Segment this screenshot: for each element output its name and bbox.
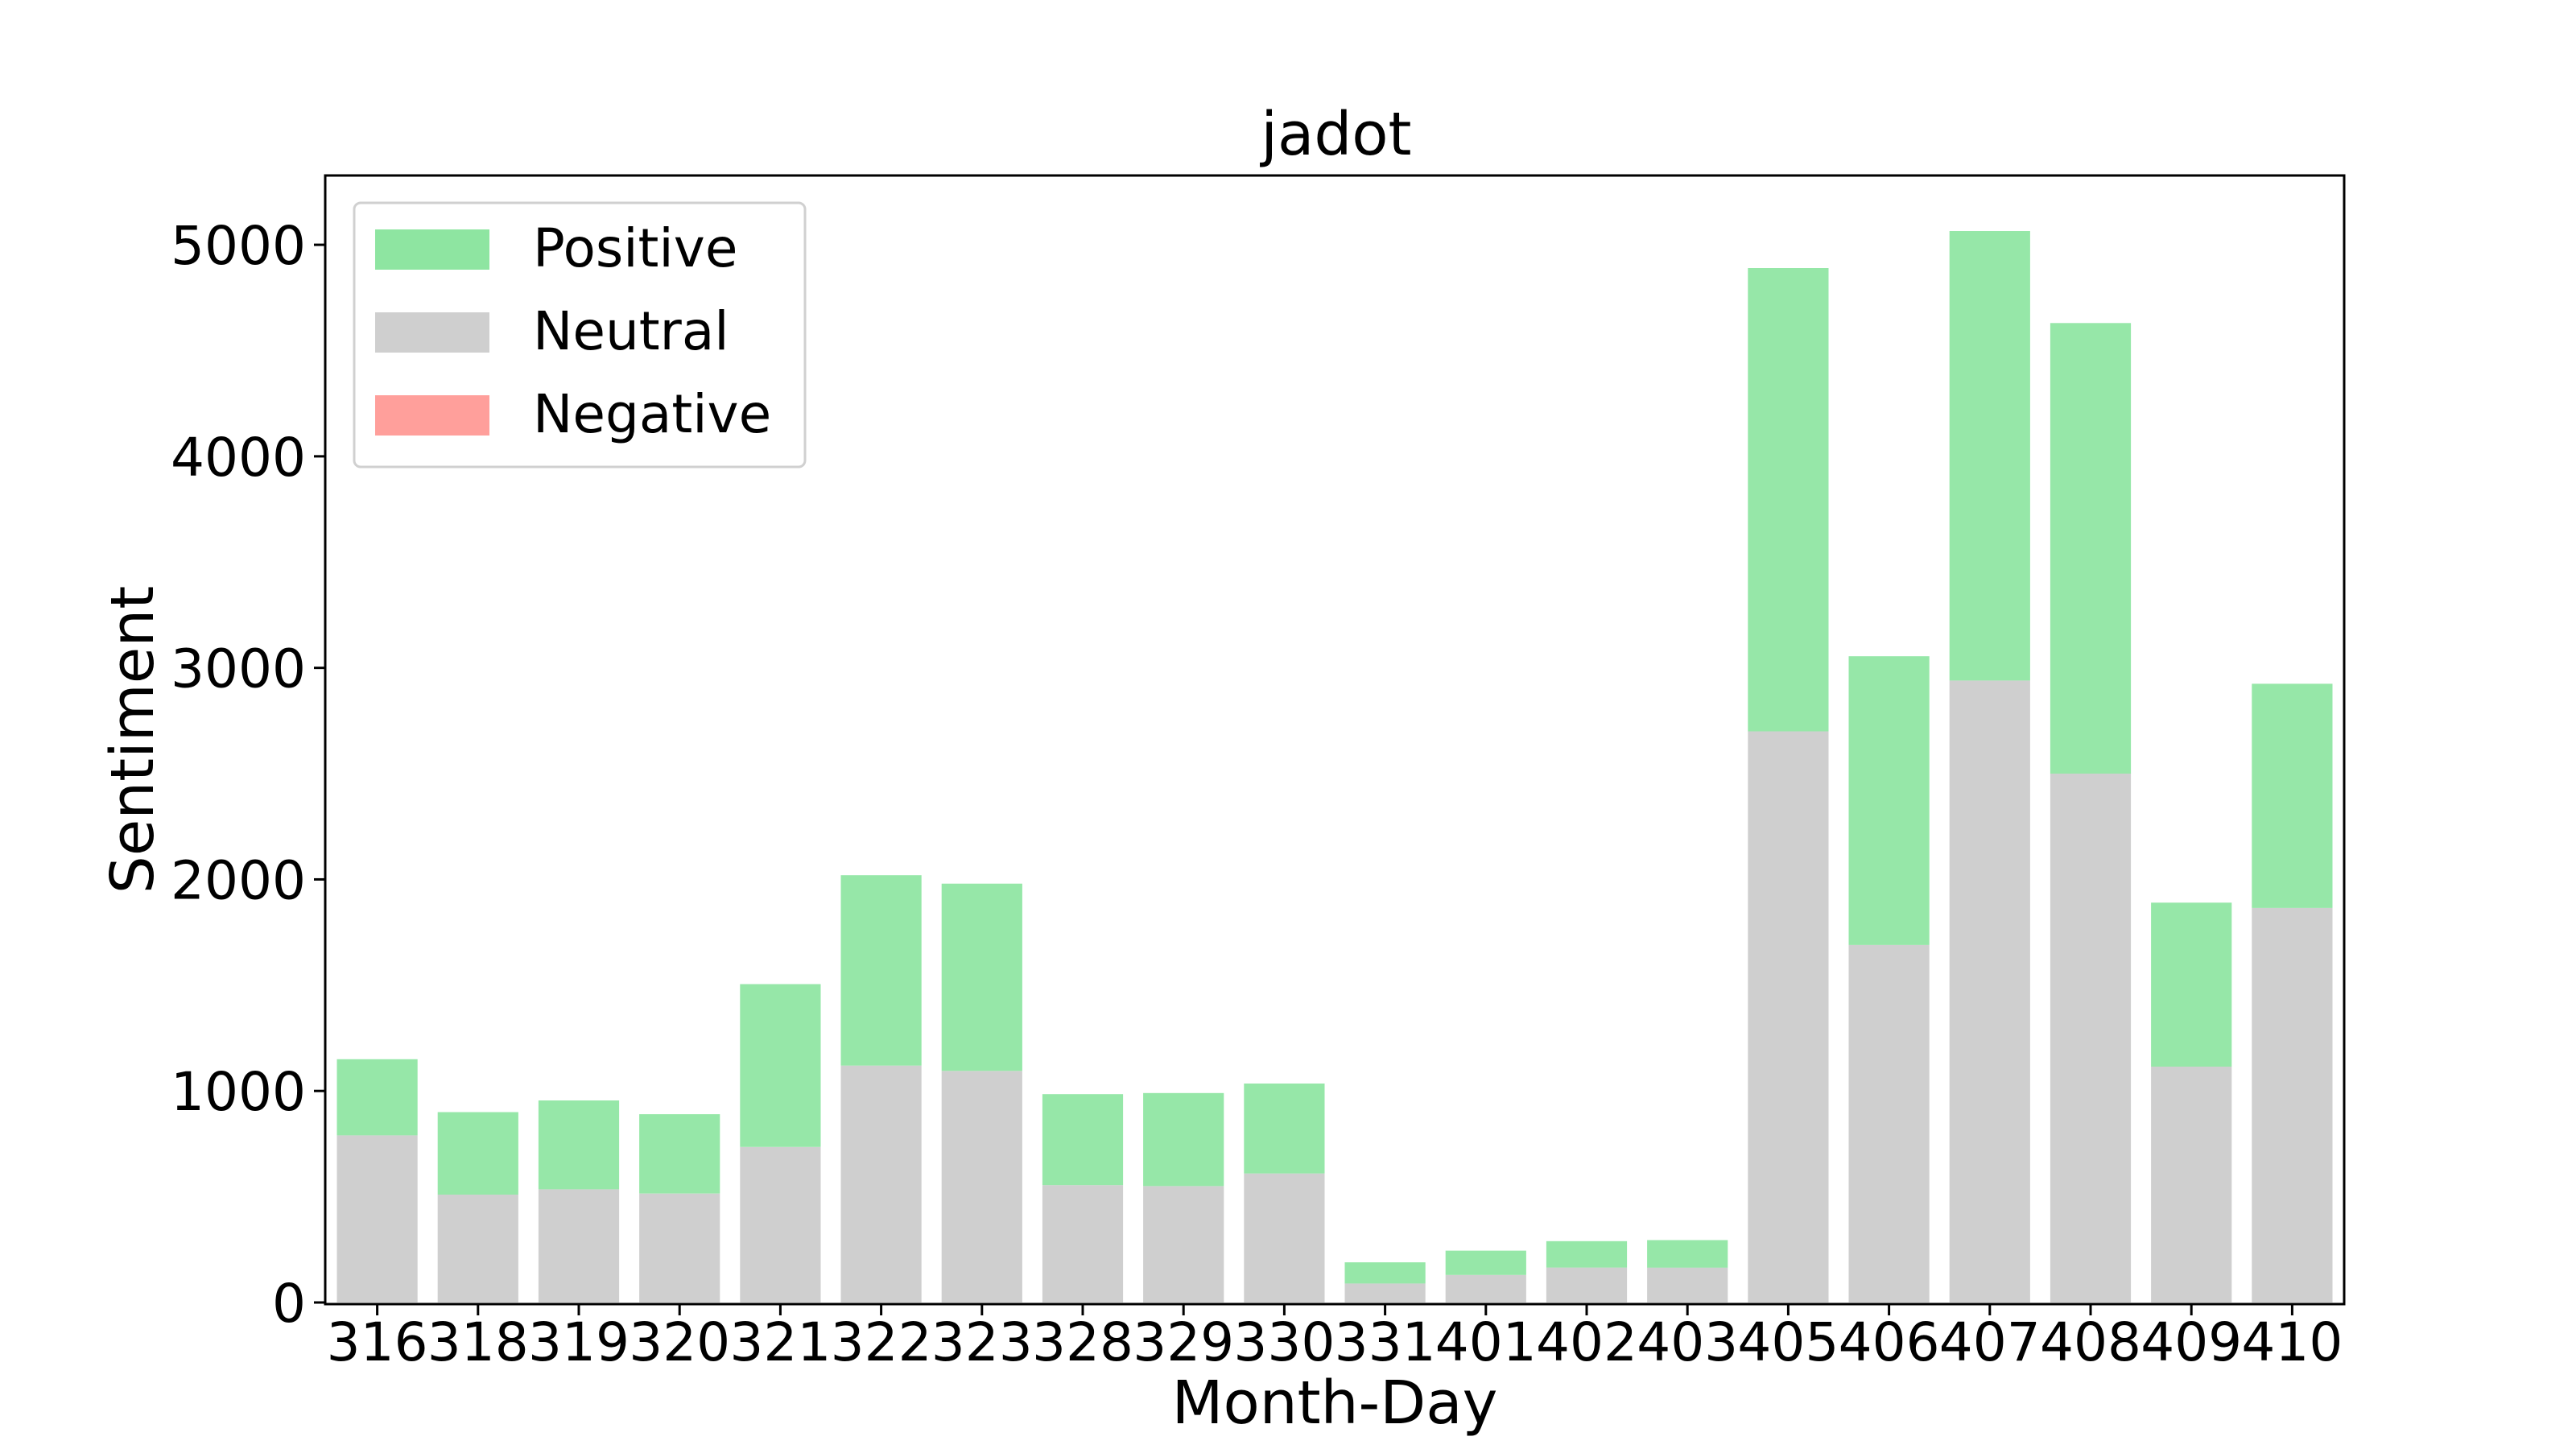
- x-axis: 316 318 319 320 321 322 323 328 329 330 331 401 402 4…: [327, 1304, 2343, 1373]
- bar-neutral-405: [1748, 731, 1829, 1302]
- bar-neutral-320: [639, 1193, 720, 1302]
- bar-positive-318: [437, 1112, 518, 1195]
- x-tick-label: 321: [729, 1311, 831, 1373]
- bar-neutral-329: [1143, 1186, 1224, 1302]
- bar-positive-405: [1748, 268, 1829, 732]
- bar-positive-408: [2050, 323, 2132, 774]
- bar-positive-410: [2252, 683, 2333, 908]
- bar-positive-328: [1042, 1094, 1124, 1186]
- bar-neutral-408: [2050, 774, 2132, 1302]
- bar-positive-403: [1647, 1240, 1728, 1268]
- bar-neutral-323: [941, 1071, 1022, 1302]
- legend-label-positive: Positive: [533, 217, 737, 279]
- bar-neutral-409: [2151, 1067, 2232, 1302]
- y-tick-label: 3000: [171, 638, 306, 700]
- x-tick-label: 331: [1335, 1311, 1436, 1373]
- y-axis-label: Sentiment: [98, 586, 167, 894]
- bar-neutral-316: [336, 1135, 418, 1302]
- bar-neutral-318: [437, 1195, 518, 1302]
- bar-neutral-410: [2252, 907, 2333, 1302]
- legend-label-negative: Negative: [533, 383, 771, 445]
- x-tick-label: 319: [528, 1311, 630, 1373]
- legend-swatch-negative: [375, 395, 489, 436]
- bar-positive-319: [538, 1100, 620, 1190]
- bar-neutral-402: [1546, 1267, 1628, 1302]
- bar-positive-330: [1244, 1084, 1325, 1174]
- legend-label-neutral: Neutral: [533, 300, 729, 362]
- bars-layer: [336, 231, 2333, 1302]
- bar-positive-402: [1546, 1241, 1628, 1268]
- bar-positive-407: [1949, 231, 2030, 681]
- y-tick-label: 0: [272, 1273, 306, 1335]
- bar-positive-316: [336, 1059, 418, 1136]
- legend-swatch-neutral: [375, 312, 489, 353]
- x-tick-label: 408: [2040, 1311, 2141, 1373]
- legend-swatch-positive: [375, 229, 489, 270]
- bar-neutral-328: [1042, 1185, 1124, 1302]
- bar-neutral-406: [1848, 944, 1930, 1302]
- bar-positive-331: [1344, 1262, 1426, 1284]
- x-tick-label: 330: [1233, 1311, 1335, 1373]
- y-tick-label: 5000: [171, 215, 306, 277]
- x-tick-label: 318: [427, 1311, 529, 1373]
- bar-positive-329: [1143, 1092, 1224, 1187]
- bar-positive-321: [740, 984, 821, 1147]
- bar-positive-322: [840, 875, 922, 1066]
- y-axis: 0 1000 2000 3000 4000 5000: [171, 215, 325, 1335]
- x-tick-label: 328: [1032, 1311, 1133, 1373]
- y-tick-label: 2000: [171, 849, 306, 911]
- x-tick-label: 316: [327, 1311, 428, 1373]
- x-tick-label: 401: [1435, 1311, 1537, 1373]
- bar-neutral-401: [1445, 1274, 1526, 1302]
- bar-neutral-407: [1949, 680, 2030, 1302]
- bar-neutral-331: [1344, 1283, 1426, 1302]
- x-tick-label: 407: [1939, 1311, 2041, 1373]
- bar-positive-406: [1848, 656, 1930, 945]
- bar-neutral-322: [840, 1065, 922, 1302]
- bar-positive-320: [639, 1114, 720, 1194]
- x-tick-label: 403: [1637, 1311, 1738, 1373]
- plot-frame: [324, 174, 2346, 1306]
- x-tick-label: 320: [629, 1311, 730, 1373]
- chart-title: jadot: [1259, 100, 1411, 169]
- x-tick-label: 322: [831, 1311, 932, 1373]
- bar-positive-401: [1445, 1250, 1526, 1275]
- x-axis-label: Month-Day: [1172, 1368, 1498, 1438]
- bar-neutral-321: [740, 1146, 821, 1302]
- bar-neutral-330: [1244, 1173, 1325, 1302]
- x-tick-label: 402: [1536, 1311, 1637, 1373]
- y-tick-label: 4000: [171, 427, 306, 489]
- bar-positive-323: [941, 883, 1022, 1071]
- x-tick-label: 410: [2241, 1311, 2343, 1373]
- x-tick-label: 323: [931, 1311, 1033, 1373]
- x-tick-label: 406: [1839, 1311, 1940, 1373]
- y-tick-label: 1000: [171, 1061, 306, 1123]
- bar-neutral-319: [538, 1189, 620, 1302]
- bar-positive-409: [2151, 902, 2232, 1067]
- legend: Positive Neutral Negative: [353, 201, 807, 469]
- x-tick-label: 405: [1737, 1311, 1839, 1373]
- x-tick-label: 329: [1133, 1311, 1234, 1373]
- x-tick-label: 409: [2140, 1311, 2242, 1373]
- bar-neutral-403: [1647, 1267, 1728, 1302]
